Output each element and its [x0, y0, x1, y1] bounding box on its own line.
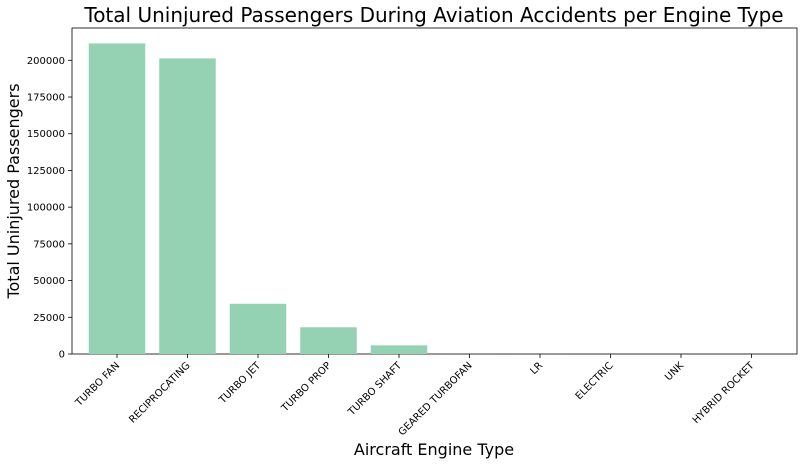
y-tick-label: 25000	[33, 313, 65, 324]
x-tick-label: TURBO PROP	[279, 360, 333, 414]
x-axis: TURBO FAN RECIPROCATING TURBO JET TURBO PRO…	[73, 354, 757, 438]
x-axis-label: Aircraft Engine Type	[354, 440, 514, 459]
bar-reciprocating	[159, 58, 216, 354]
x-tick-label: ELECTRIC	[574, 360, 616, 402]
x-tick-label: RECIPROCATING	[127, 360, 192, 425]
x-tick-label: TURBO SHAFT	[346, 360, 405, 419]
x-tick-label: LR	[528, 360, 545, 377]
x-tick-label: GEARED TURBOFAN	[397, 360, 475, 438]
plot-frame	[71, 27, 798, 355]
bar-turbo-prop	[300, 327, 357, 354]
y-tick-label: 100000	[27, 203, 65, 214]
x-tick-label: TURBO JET	[217, 360, 264, 407]
y-tick-label: 200000	[27, 56, 65, 67]
y-tick-label: 0	[59, 350, 65, 361]
bars-group	[88, 43, 780, 355]
y-tick-label: 75000	[33, 239, 65, 250]
bar-turbo-fan	[88, 43, 146, 355]
x-tick-label: TURBO FAN	[73, 360, 122, 409]
x-tick-label: HYBRID ROCKET	[691, 360, 757, 426]
bar-turbo-jet	[229, 303, 287, 354]
y-tick-label: 125000	[27, 166, 65, 177]
chart-title: Total Uninjured Passengers During Aviati…	[83, 3, 783, 27]
y-axis: 0 25000 50000 75000 100000 125000 150000 175000…	[27, 56, 72, 361]
y-tick-label: 150000	[27, 129, 65, 140]
y-tick-label: 50000	[33, 276, 65, 287]
x-tick-label: UNK	[663, 360, 686, 383]
bar-turbo-shaft	[370, 345, 428, 354]
y-axis-label: Total Uninjured Passengers	[4, 83, 23, 299]
y-tick-label: 175000	[27, 93, 65, 104]
